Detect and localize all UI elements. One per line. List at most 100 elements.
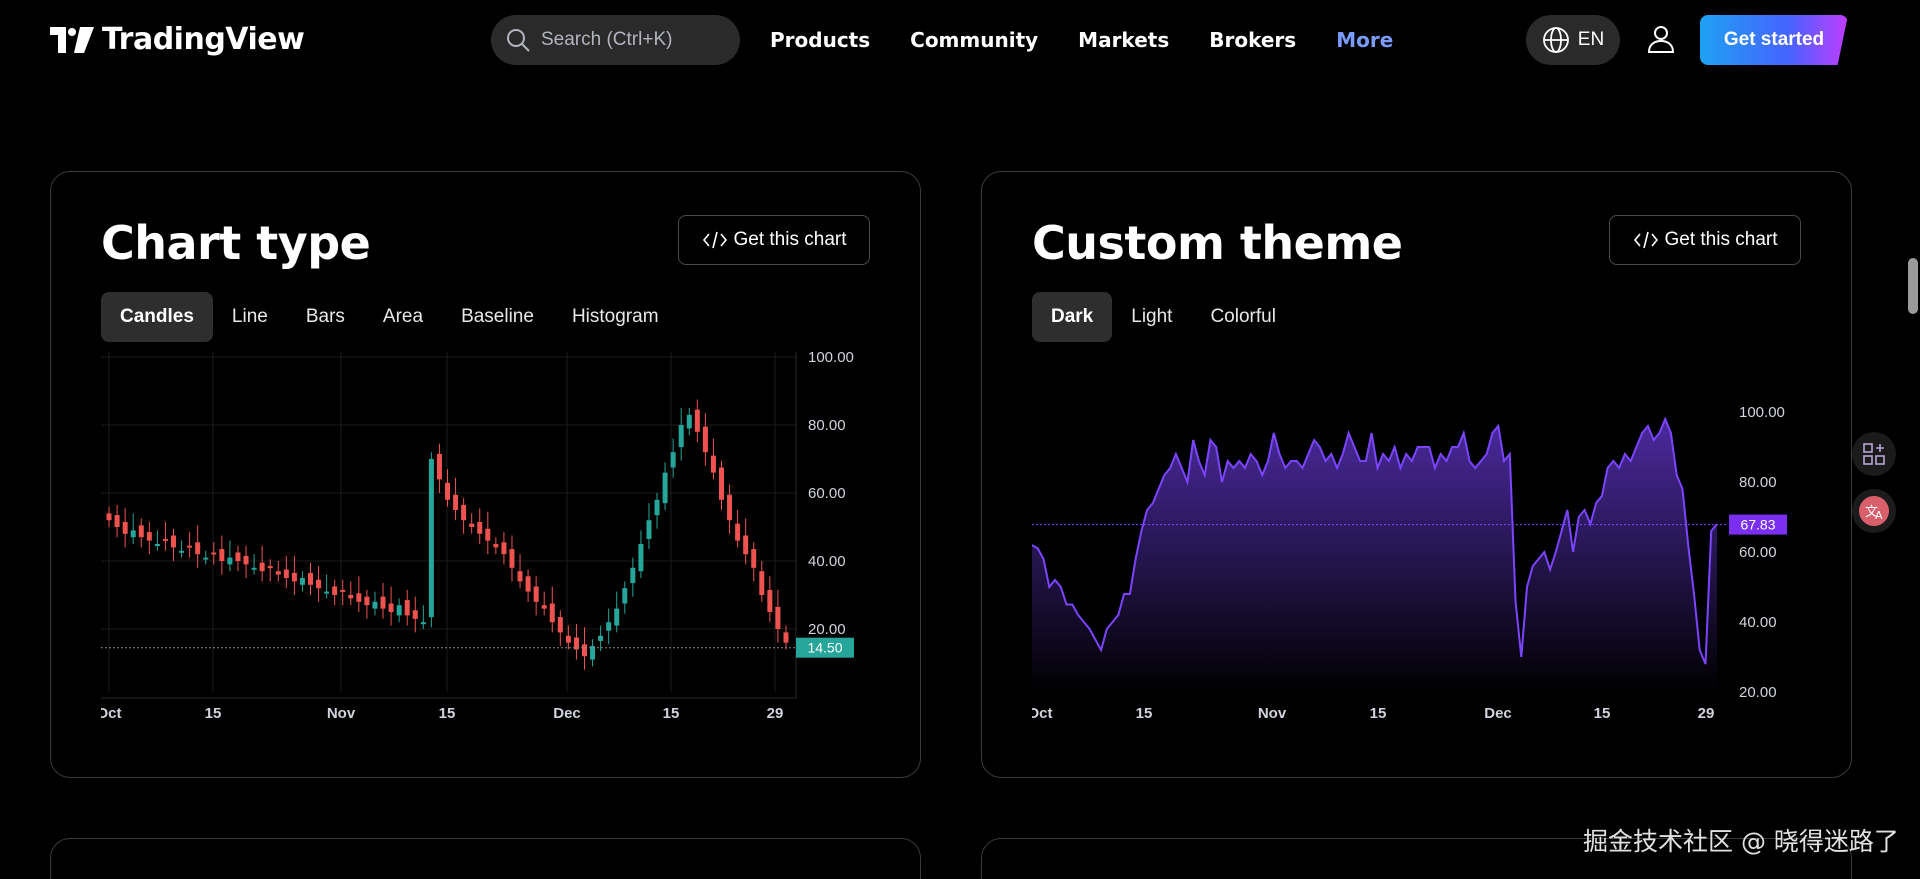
tab-baseline[interactable]: Baseline — [461, 306, 534, 327]
candle-body — [227, 557, 233, 565]
nav-brokers[interactable]: Brokers — [1209, 28, 1297, 52]
candle-body — [646, 520, 652, 539]
candle-body — [783, 632, 789, 643]
candle-body — [348, 595, 354, 599]
candle-body — [694, 409, 700, 432]
y-tick-label: 20.00 — [1739, 684, 1777, 701]
tab-line[interactable]: Line — [231, 306, 268, 327]
candle-body — [380, 596, 386, 609]
candle-body — [735, 523, 741, 541]
user-icon[interactable] — [1646, 24, 1676, 54]
candle-body — [710, 455, 716, 473]
candle-body — [428, 459, 434, 618]
get-started-button[interactable]: Get started — [1700, 15, 1848, 65]
tab-area[interactable]: Area — [382, 306, 424, 327]
candle-body — [219, 549, 225, 561]
candle-body — [493, 544, 499, 548]
candle-body — [259, 562, 265, 572]
area-line — [1032, 416, 1718, 665]
y-tick-label: 60.00 — [1739, 544, 1777, 561]
candle-body — [678, 425, 684, 448]
tab-colorful[interactable]: Colorful — [1210, 306, 1276, 327]
candle-body — [557, 617, 563, 633]
area-chart[interactable]: 100.00 80.00 60.00 40.00 20.00 Oct 15 Nov 15 Dec 1… — [1032, 352, 1802, 722]
candle-body — [195, 542, 201, 555]
tab-histogram[interactable]: Histogram — [571, 306, 659, 327]
logo-text: TradingView — [102, 22, 305, 57]
y-tick-label: 40.00 — [808, 553, 846, 570]
language-label: EN — [1577, 29, 1605, 50]
candle-body — [743, 535, 749, 555]
candle-body — [485, 528, 491, 541]
nav-products[interactable]: Products — [770, 28, 871, 52]
candle-body — [436, 453, 442, 480]
last-price-badge — [1729, 514, 1787, 535]
next-card-left — [50, 838, 921, 879]
candle-body — [291, 572, 297, 582]
side-widget-button[interactable] — [1852, 432, 1896, 476]
get-this-chart-label: Get this chart — [733, 229, 847, 250]
candle-body — [396, 605, 402, 616]
language-button[interactable]: EN — [1526, 15, 1620, 65]
candle-body — [727, 494, 733, 521]
candle-body — [702, 426, 708, 453]
custom-theme-card: Custom theme Get this chart Dark Light C… — [981, 171, 1852, 778]
candle-body — [477, 521, 483, 534]
candle-body — [332, 586, 338, 595]
candle-body — [372, 601, 378, 609]
search-input[interactable]: Search (Ctrl+K) — [491, 15, 740, 65]
candle-body — [162, 538, 168, 541]
candle-body — [469, 523, 475, 527]
tab-light[interactable]: Light — [1131, 306, 1173, 327]
candle-body — [179, 550, 185, 553]
get-this-chart-button[interactable]: Get this chart — [1609, 215, 1801, 265]
candle-body — [130, 530, 136, 538]
code-icon — [702, 231, 727, 249]
tab-dark[interactable]: Dark — [1032, 292, 1113, 342]
candle-body — [267, 566, 273, 569]
candle-body — [565, 635, 571, 643]
candle-body — [670, 452, 676, 468]
nav-more[interactable]: More — [1336, 28, 1394, 52]
x-tick-label: 29 — [1698, 705, 1715, 722]
tab-bars[interactable]: Bars — [305, 306, 345, 327]
candle-body — [630, 567, 636, 584]
last-price-label: 14.50 — [807, 640, 842, 656]
candle-body — [122, 521, 128, 534]
candle-body — [445, 482, 450, 500]
get-this-chart-button[interactable]: Get this chart — [678, 215, 870, 265]
candle-body — [767, 589, 773, 612]
chart-type-card: Chart type Get this chart Candles Line B… — [50, 171, 921, 778]
candle-body — [775, 606, 781, 629]
candle-body — [662, 472, 668, 504]
page-scrollbar[interactable] — [1908, 258, 1918, 314]
x-tick-label: Oct — [1032, 705, 1053, 722]
candle-body — [243, 555, 249, 565]
candle-body — [598, 635, 604, 641]
tab-candles[interactable]: Candles — [101, 292, 213, 342]
last-price-label: 67.83 — [1740, 517, 1775, 533]
y-tick-label: 80.00 — [808, 417, 846, 434]
nav-community[interactable]: Community — [910, 28, 1039, 52]
candle-body — [509, 549, 515, 568]
next-card-right — [981, 838, 1852, 879]
x-tick-label: 15 — [1136, 705, 1153, 722]
candle-body — [340, 589, 346, 592]
candle-body — [453, 494, 459, 510]
card-title: Custom theme — [1032, 216, 1403, 270]
candle-body — [106, 513, 112, 521]
candle-body — [573, 637, 579, 650]
x-tick-label: Nov — [1258, 705, 1287, 722]
candle-body — [638, 544, 644, 572]
candle-body — [211, 552, 217, 555]
x-tick-label: Dec — [1484, 705, 1512, 722]
logo[interactable]: TradingView — [50, 22, 305, 57]
x-tick-label: 15 — [439, 705, 456, 722]
candlestick-chart[interactable]: 100.00 80.00 60.00 40.00 20.00 Oct 15 Nov 15 Dec 1… — [101, 352, 871, 722]
search-placeholder: Search (Ctrl+K) — [541, 29, 673, 50]
candle-body — [203, 557, 209, 560]
watermark-text: 掘金技术社区 @ 晓得迷路了 — [1583, 827, 1899, 856]
nav-markets[interactable]: Markets — [1078, 28, 1170, 52]
candle-body — [146, 532, 152, 541]
